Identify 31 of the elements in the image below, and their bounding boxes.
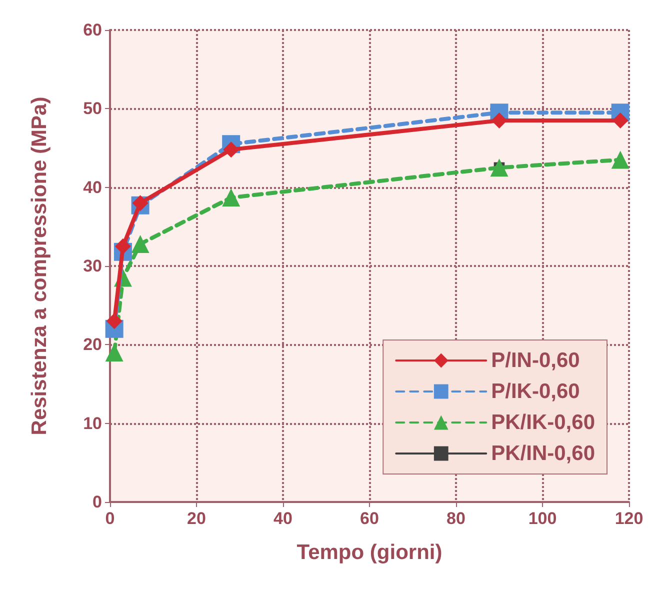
x-tick-label: 120 — [614, 509, 644, 528]
y-tick-label: 0 — [92, 492, 102, 512]
point — [131, 234, 150, 253]
legend-label: P/IK-0,60 — [491, 380, 580, 403]
point — [106, 313, 122, 330]
x-tick-label: 80 — [446, 509, 466, 528]
point — [114, 238, 131, 254]
point — [223, 142, 240, 158]
x-axis-title: Tempo (giorni) — [296, 541, 442, 564]
x-tick-label: 40 — [274, 509, 292, 528]
y-tick-label: 20 — [83, 335, 102, 354]
x-tick-label: 0 — [105, 509, 115, 528]
point — [105, 344, 124, 362]
x-tick-label: 100 — [528, 509, 557, 528]
y-tick-label: 40 — [83, 178, 102, 197]
y-tick-label: 30 — [83, 256, 102, 276]
legend-label: PK/IN-0,60 — [491, 442, 596, 465]
point — [222, 188, 240, 207]
point — [491, 112, 508, 128]
point — [612, 112, 628, 128]
point — [611, 150, 630, 169]
y-tick-label: 60 — [83, 20, 102, 40]
y-tick-label: 10 — [83, 414, 102, 433]
y-tick-label: 50 — [83, 99, 102, 118]
legend-label: PK/IK-0,60 — [491, 411, 596, 434]
point — [490, 158, 508, 177]
point — [132, 195, 148, 212]
legend-label: P/IN-0,60 — [491, 349, 580, 372]
x-tick-label: 20 — [187, 509, 206, 528]
x-tick-label: 60 — [360, 509, 379, 528]
y-axis-title: Resistenza a compressione (MPa) — [28, 96, 51, 436]
